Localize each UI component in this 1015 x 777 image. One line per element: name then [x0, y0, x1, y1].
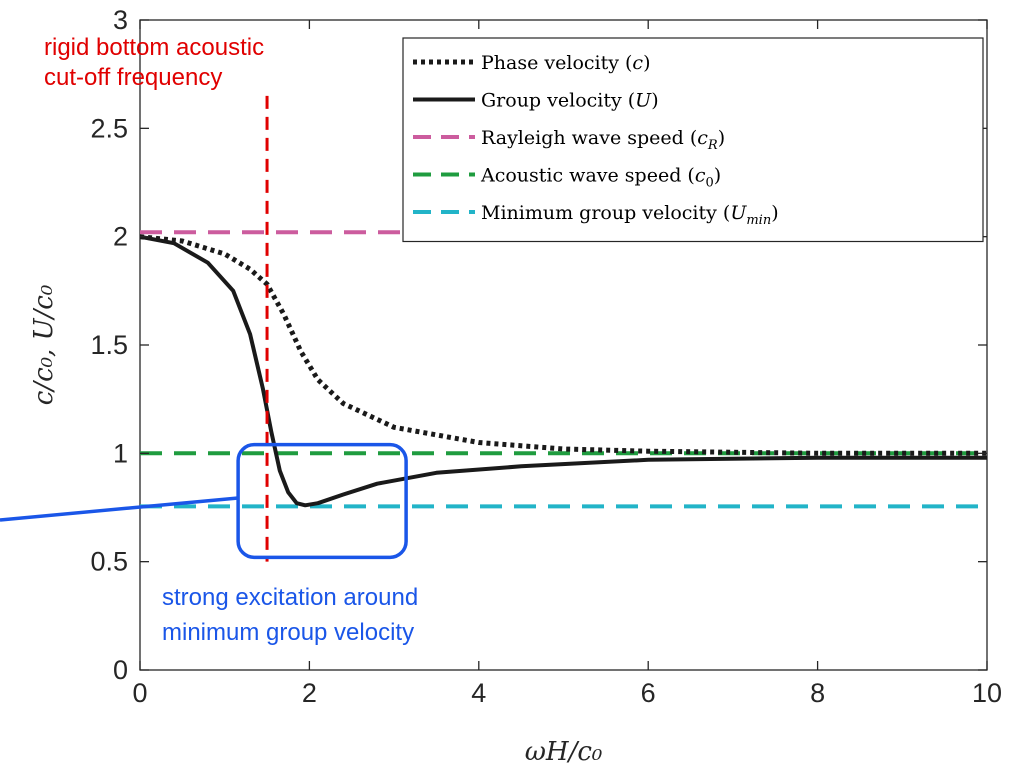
y-tick-label: 2: [113, 222, 128, 252]
legend-box: [402, 37, 984, 243]
highlight-pointer-line: [0, 496, 239, 522]
highlight-annotation-line: strong excitation around: [162, 584, 418, 611]
legend-label-rayleigh-wave-speed-c-r: Rayleigh wave speed (cR): [481, 127, 725, 153]
legend-label-group-velocity-u: Group velocity (U): [481, 90, 659, 112]
series-line-group-velocity-u: [140, 234, 987, 508]
y-axis-label: c/c₀, U/c₀: [29, 284, 59, 405]
y-tick-label: 2.5: [90, 113, 128, 143]
y-tick-label: 3: [113, 5, 128, 35]
x-tick-label: 10: [972, 678, 1002, 708]
x-tick-label: 2: [302, 678, 317, 708]
cutoff-annotation-line: cut-off frequency: [44, 64, 222, 91]
series-line-phase-velocity-c: [140, 234, 987, 456]
x-axis-label: ωH/c₀: [525, 737, 603, 767]
y-tick-label: 0.5: [90, 547, 128, 577]
y-tick-label: 1.5: [90, 330, 128, 360]
highlight-annotation-line: minimum group velocity: [162, 619, 414, 646]
x-tick-label: 4: [471, 678, 486, 708]
legend-label-acoustic-wave-speed-c-0: Acoustic wave speed (c0): [480, 165, 721, 191]
x-tick-label: 8: [810, 678, 825, 708]
legend-label-minimum-group-velocity-u-min: Minimum group velocity (Umin): [481, 202, 779, 228]
legend-label-phase-velocity-c: Phase velocity (c): [481, 52, 651, 74]
y-tick-label: 0: [113, 655, 128, 685]
x-tick-label: 6: [641, 678, 656, 708]
y-tick-label: 1: [113, 438, 128, 468]
highlight-box: [236, 442, 408, 560]
x-tick-label: 0: [132, 678, 147, 708]
cutoff-annotation-line: rigid bottom acoustic: [44, 34, 264, 61]
